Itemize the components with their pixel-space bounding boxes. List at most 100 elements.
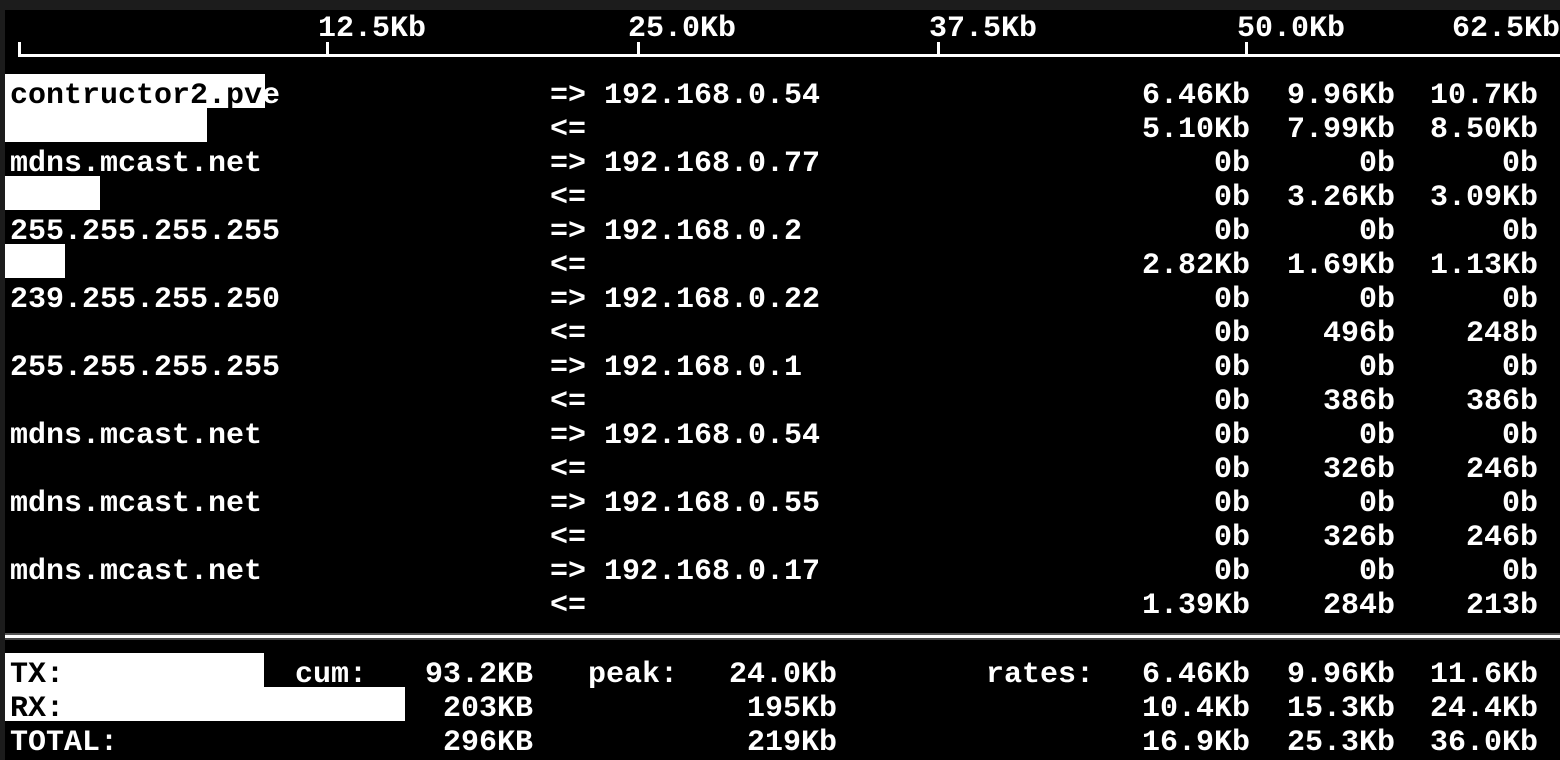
rx-rate-col1: 5.10Kb [1141,113,1250,147]
rx-rate-col3: 8.50Kb [1429,113,1538,147]
rx-rate-col2: 284b [1322,589,1395,623]
source-host-off-bar: e [262,79,281,113]
scale-label: 37.5Kb [929,12,1038,46]
flow-rx-line: <= 0b 496b 248b [0,317,1560,351]
source-host: 255.255.255.255 [10,215,281,249]
tx-rate-col1: 0b [1213,487,1250,521]
tx-rate-col3: 0b [1501,147,1538,181]
tx-arrow-icon: => [550,487,587,521]
summary-rx-line: RX: 203KB 195Kb 10.4Kb 15.3Kb 24.4Kb [0,687,1560,726]
tx-rate-col3: 0b [1501,555,1538,589]
tx-rate-col2: 0b [1358,419,1395,453]
cum-header: cum: [295,658,368,692]
rx-rate-col3: 1.13Kb [1429,249,1538,283]
rx-rate-col3: 248b [1465,317,1538,351]
tx-arrow-icon: => [550,351,587,385]
flow-tx-line: mdns.mcast.net => 192.168.0.54 0b 0b 0b [0,419,1560,453]
rx-arrow-icon: <= [550,589,587,623]
source-host: 255.255.255.255 [10,351,281,385]
tx-rate-col3: 0b [1501,351,1538,385]
rates-header: rates: [986,658,1095,692]
tx-rate-col3: 0b [1501,215,1538,249]
tx-rate-col2: 0b [1358,283,1395,317]
source-host: 239.255.255.250 [10,283,281,317]
flow-rx-line: <= 0b 326b 246b [0,453,1560,487]
rx-rate-col2: 15.3Kb [1286,692,1395,726]
rx-rate-col2: 1.69Kb [1286,249,1395,283]
rx-arrow-icon: <= [550,385,587,419]
flow-tx-line: mdns.mcast.net => 192.168.0.77 0b 0b 0b [0,147,1560,181]
tx-arrow-icon: => [550,147,587,181]
tx-rate-col2: 0b [1358,555,1395,589]
tx-rate-col1: 0b [1213,419,1250,453]
tx-rate-col2: 0b [1358,351,1395,385]
tx-rate-col3: 10.7Kb [1429,79,1538,113]
rx-rate-col1: 0b [1213,521,1250,555]
tx-total-bar [5,653,264,687]
flow-rx-line: <= 0b 3.26Kb 3.09Kb [0,176,1560,215]
rx-rate-col2: 496b [1322,317,1395,351]
summary-tx-line: TX: cum: 93.2KB peak: 24.0Kb rates: 6.46… [0,653,1560,692]
tx-cum-value: 93.2KB [424,658,533,692]
rx-rate-col3: 24.4Kb [1429,692,1538,726]
scale-tick [637,42,640,55]
rx-bandwidth-bar [5,176,100,210]
rx-bandwidth-bar [5,244,65,278]
rx-rate-col2: 3.26Kb [1286,181,1395,215]
tx-bandwidth-bar [5,74,265,108]
rx-rate-col2: 326b [1322,521,1395,555]
summary-total-line: TOTAL: 296KB 219Kb 16.9Kb 25.3Kb 36.0Kb [0,726,1560,760]
flow-tx-line: 255.255.255.255 => 192.168.0.2 0b 0b 0b [0,215,1560,249]
scale-label: 50.0Kb [1237,12,1346,46]
scale-label: 12.5Kb [318,12,427,46]
tx-arrow-icon: => [550,419,587,453]
dest-host: 192.168.0.54 [604,79,821,113]
flow-tx-line: mdns.mcast.net => 192.168.0.55 0b 0b 0b [0,487,1560,521]
tx-rate-col2: 0b [1358,215,1395,249]
flow-rx-line: <= 2.82Kb 1.69Kb 1.13Kb [0,244,1560,283]
tx-rate-col2: 9.96Kb [1286,79,1395,113]
rx-arrow-icon: <= [550,113,587,147]
tx-rate-col1: 6.46Kb [1141,79,1250,113]
rx-rate-col3: 246b [1465,453,1538,487]
tx-rate-col1: 0b [1213,283,1250,317]
dest-host: 192.168.0.77 [604,147,821,181]
rx-rate-col1: 0b [1213,317,1250,351]
total-rate-col3: 36.0Kb [1429,726,1538,760]
scale-tick [1245,42,1248,55]
source-host: mdns.mcast.net [10,487,263,521]
dest-host: 192.168.0.22 [604,283,821,317]
source-host: mdns.mcast.net [10,147,263,181]
scale-origin-tick [18,42,21,57]
rx-arrow-icon: <= [550,249,587,283]
total-rate-col1: 16.9Kb [1141,726,1250,760]
dest-host: 192.168.0.55 [604,487,821,521]
rx-rate-col3: 3.09Kb [1429,181,1538,215]
rx-peak-value: 195Kb [746,692,837,726]
rx-arrow-icon: <= [550,181,587,215]
rx-cum-value: 203KB [442,692,533,726]
source-host: mdns.mcast.net [10,419,263,453]
dest-host: 192.168.0.17 [604,555,821,589]
tx-rate-col1: 0b [1213,215,1250,249]
source-host: mdns.mcast.net [10,555,263,589]
rx-arrow-icon: <= [550,521,587,555]
window-left-edge [0,10,5,760]
rx-rate-col3: 246b [1465,521,1538,555]
scale-tick [326,42,329,55]
tx-rate-col2: 0b [1358,147,1395,181]
tx-rate-col2: 9.96Kb [1286,658,1395,692]
scale-label: 25.0Kb [628,12,737,46]
flow-rx-line: <= 1.39Kb 284b 213b [0,589,1560,623]
total-label: TOTAL: [10,726,119,760]
tx-arrow-icon: => [550,215,587,249]
tx-arrow-icon: => [550,79,587,113]
rx-total-bar [5,687,405,721]
total-peak-value: 219Kb [746,726,837,760]
total-cum-value: 296KB [442,726,533,760]
tx-rate-col3: 11.6Kb [1429,658,1538,692]
scale-tick [937,42,940,55]
rx-rate-col1: 1.39Kb [1141,589,1250,623]
tx-rate-col1: 0b [1213,555,1250,589]
